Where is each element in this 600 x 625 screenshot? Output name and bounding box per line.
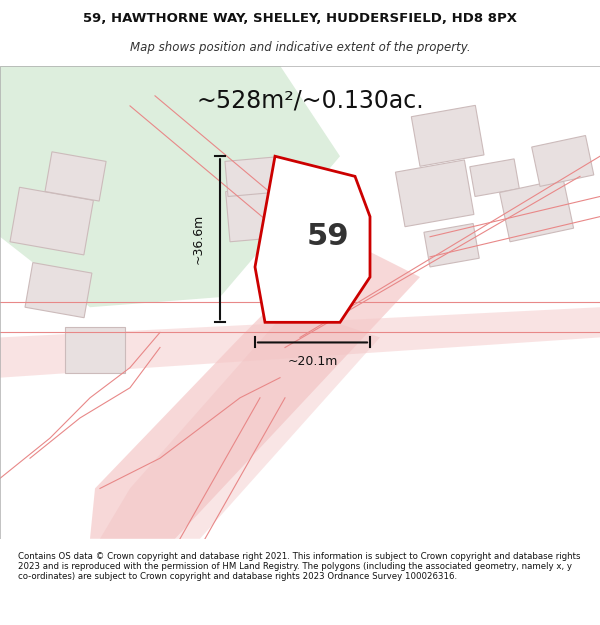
Bar <box>500 179 574 242</box>
Bar <box>65 328 125 372</box>
Bar <box>412 106 484 166</box>
Polygon shape <box>90 237 420 539</box>
Polygon shape <box>100 308 380 539</box>
Text: 59, HAWTHORNE WAY, SHELLEY, HUDDERSFIELD, HD8 8PX: 59, HAWTHORNE WAY, SHELLEY, HUDDERSFIELD… <box>83 12 517 25</box>
Bar <box>395 160 474 227</box>
Polygon shape <box>255 156 370 322</box>
Bar <box>226 186 295 242</box>
Text: Map shows position and indicative extent of the property.: Map shows position and indicative extent… <box>130 41 470 54</box>
Text: Contains OS data © Crown copyright and database right 2021. This information is : Contains OS data © Crown copyright and d… <box>18 552 581 581</box>
Bar <box>45 152 106 201</box>
Bar <box>25 262 92 318</box>
Bar <box>10 188 94 255</box>
Text: ~20.1m: ~20.1m <box>287 354 338 367</box>
Text: 59: 59 <box>307 222 349 251</box>
Bar <box>532 136 594 186</box>
Bar <box>470 159 520 196</box>
Bar <box>424 224 479 267</box>
Polygon shape <box>0 308 600 378</box>
Polygon shape <box>0 66 340 308</box>
Text: ~36.6m: ~36.6m <box>192 214 205 264</box>
Bar <box>225 157 278 196</box>
Text: ~528m²/~0.130ac.: ~528m²/~0.130ac. <box>196 89 424 113</box>
